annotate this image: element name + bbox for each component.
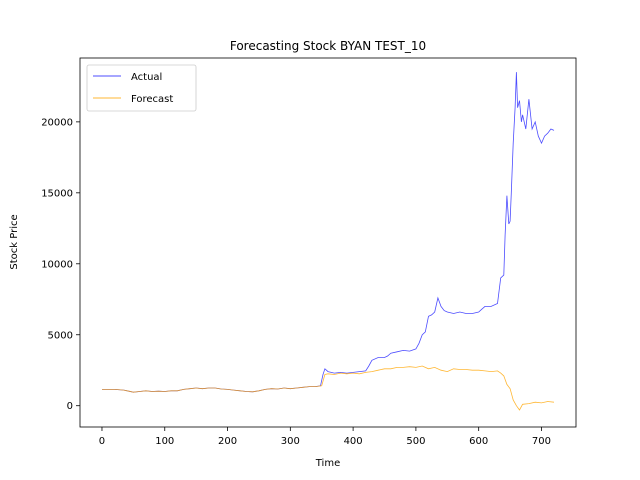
y-tick-label: 5000 (48, 330, 73, 341)
x-tick-label: 100 (155, 436, 174, 447)
y-axis-label: Stock Price (9, 214, 20, 269)
x-axis-label: Time (315, 458, 340, 469)
y-axis: 0 5000 10000 15000 20000 (41, 117, 80, 412)
y-tick-label: 20000 (41, 117, 73, 128)
y-tick-label: 10000 (41, 259, 73, 270)
chart-title: Forecasting Stock BYAN TEST_10 (230, 39, 426, 53)
x-tick-label: 400 (344, 436, 363, 447)
legend: Actual Forecast (86, 64, 197, 112)
legend-label-forecast: Forecast (131, 94, 173, 105)
x-tick-label: 200 (218, 436, 237, 447)
y-tick-label: 15000 (41, 188, 73, 199)
plot-frame (79, 57, 577, 428)
x-tick-label: 0 (99, 436, 105, 447)
y-tick-label: 0 (67, 401, 73, 412)
series-line-actual (102, 72, 555, 393)
x-axis: 0 100 200 300 400 500 600 700 (99, 427, 551, 447)
x-tick-label: 500 (406, 436, 425, 447)
series-line-forecast (102, 365, 555, 411)
legend-label-actual: Actual (131, 72, 162, 83)
x-tick-label: 300 (281, 436, 300, 447)
x-tick-label: 600 (469, 436, 488, 447)
plot-lines (102, 72, 555, 411)
x-tick-label: 700 (532, 436, 551, 447)
